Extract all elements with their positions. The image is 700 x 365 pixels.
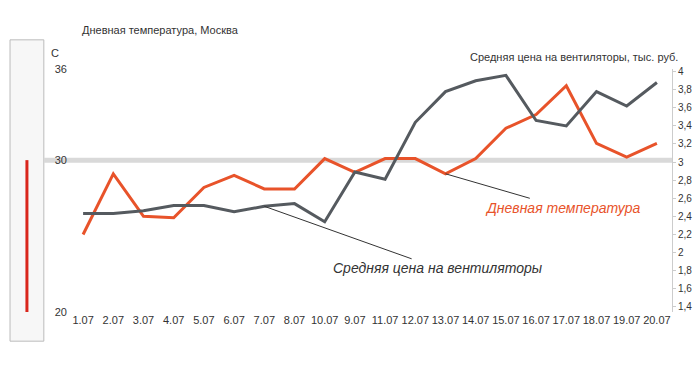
svg-text:С: С [51, 47, 59, 59]
svg-text:1,8: 1,8 [678, 265, 692, 276]
svg-text:Дневная температура, Москва: Дневная температура, Москва [82, 24, 239, 36]
svg-text:20: 20 [55, 306, 67, 318]
svg-text:11.07: 11.07 [372, 314, 399, 326]
svg-text:6.07: 6.07 [223, 314, 244, 326]
svg-text:1,6: 1,6 [678, 283, 692, 294]
svg-text:5.07: 5.07 [193, 314, 214, 326]
svg-text:Средняя цена на вентиляторы, т: Средняя цена на вентиляторы, тыс. руб. [470, 51, 678, 63]
svg-text:17.07: 17.07 [553, 314, 581, 326]
svg-text:19.07: 19.07 [613, 314, 641, 326]
svg-text:3,8: 3,8 [678, 84, 692, 95]
svg-text:7.07: 7.07 [254, 314, 275, 326]
svg-text:14.07: 14.07 [462, 314, 490, 326]
svg-text:8.07: 8.07 [284, 314, 305, 326]
svg-text:2,8: 2,8 [678, 175, 692, 186]
svg-text:3,6: 3,6 [678, 102, 692, 113]
svg-text:2.07: 2.07 [103, 314, 124, 326]
svg-text:4: 4 [678, 66, 684, 77]
svg-text:2,6: 2,6 [678, 193, 692, 204]
svg-text:2: 2 [678, 247, 684, 258]
svg-text:36: 36 [55, 63, 67, 75]
svg-text:15.07: 15.07 [492, 314, 520, 326]
svg-text:3,4: 3,4 [678, 120, 692, 131]
svg-text:2,4: 2,4 [678, 211, 692, 222]
svg-text:18.07: 18.07 [583, 314, 611, 326]
svg-text:1.07: 1.07 [72, 314, 93, 326]
svg-text:1,4: 1,4 [678, 301, 692, 312]
svg-text:30: 30 [55, 154, 67, 166]
svg-text:10.07: 10.07 [311, 314, 339, 326]
svg-text:12.07: 12.07 [402, 314, 430, 326]
svg-text:3: 3 [678, 157, 684, 168]
svg-text:16.07: 16.07 [522, 314, 550, 326]
svg-text:9.07: 9.07 [344, 314, 365, 326]
svg-text:3.07: 3.07 [133, 314, 154, 326]
svg-text:2,2: 2,2 [678, 229, 692, 240]
svg-text:Средняя цена на вентиляторы: Средняя цена на вентиляторы [333, 260, 543, 276]
svg-text:20.07: 20.07 [643, 314, 671, 326]
svg-text:4.07: 4.07 [163, 314, 184, 326]
svg-text:13.07: 13.07 [432, 314, 460, 326]
svg-text:3,2: 3,2 [678, 138, 692, 149]
svg-text:Дневная температура: Дневная температура [485, 200, 641, 216]
